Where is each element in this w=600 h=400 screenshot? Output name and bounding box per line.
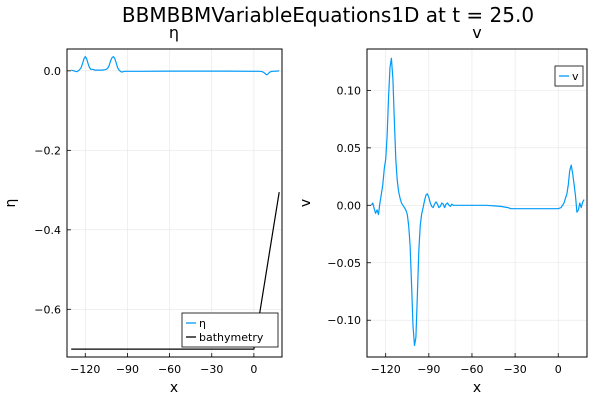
eta-x-tick-label: 0 [250,363,257,376]
v-y-tick-label: −0.05 [327,257,361,270]
v-x-tick-label: 0 [555,363,562,376]
eta-grid [67,49,282,357]
eta-y-tick-label: −0.4 [34,224,61,237]
eta-legend-box [181,312,279,348]
eta-x-tick-label: −30 [200,363,223,376]
eta-x-axis-label: x [170,380,178,396]
eta-panel-title: η [169,23,179,42]
v-ticks: −120 −90 −60 −30 0 0.10 0.05 0.00 −0.05 −0.10 [327,84,561,376]
v-panel-title: v [472,23,481,42]
v-y-tick-label: 0.00 [337,199,362,212]
eta-y-axis-label: η [3,199,19,208]
eta-plot-frame [66,48,283,358]
eta-legend-label: bathymetry [199,331,264,344]
v-x-tick-label: −30 [503,363,526,376]
v-legend: v [554,65,584,87]
v-y-tick-label: 0.05 [337,142,362,155]
eta-legend-label: η [199,317,206,330]
eta-y-tick-label: −0.6 [34,303,61,316]
eta-x-tick-label: −120 [70,363,100,376]
eta-lines [71,55,280,350]
v-y-axis-label: v [298,199,314,207]
v-y-tick-label: −0.10 [327,314,361,327]
eta-y-tick-label: 0.0 [44,65,62,78]
v-x-tick-label: −90 [417,363,440,376]
v-lines [370,57,585,347]
v-x-axis-label: x [473,380,481,396]
eta-x-tick-label: −90 [116,363,139,376]
figure-title: BBMBBMVariableEquations1D at t = 25.0 [122,3,534,27]
v-legend-label: v [572,70,579,83]
v-y-tick-label: 0.10 [337,84,362,97]
eta-series-η-line [71,55,280,76]
v-plot-frame [366,48,588,358]
eta-panel: η −120 −90 −60 −30 00.0−0.2−0.4−0.6 x η ηbat… [3,23,283,396]
v-series-v-line [370,57,585,347]
eta-y-tick-label: −0.2 [34,144,61,157]
v-x-tick-label: −60 [460,363,483,376]
eta-x-tick-label: −60 [158,363,181,376]
v-grid [367,49,587,357]
eta-series-bathymetry-line [71,192,280,350]
eta-ticks: −120 −90 −60 −30 0 0.0 −0.2 −0.4 −0.6 [34,65,257,376]
v-panel: v −120 −90 −60 −30 0 0.10 0.05 0.00 −0.05 −0.10 x… [298,23,588,396]
v-x-tick-label: −120 [371,363,401,376]
